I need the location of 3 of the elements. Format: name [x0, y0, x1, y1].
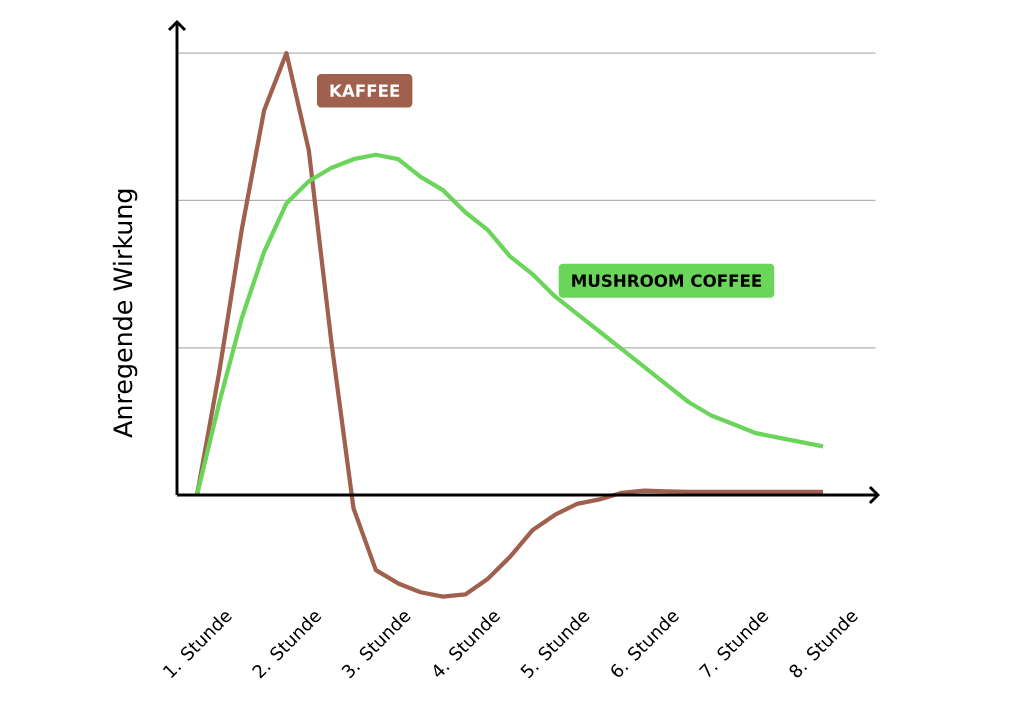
series-label: MUSHROOM COFFEE [572, 274, 762, 287]
y-axis-title: Anregende Wirkung [112, 189, 138, 438]
series-label: KAFFEE [330, 84, 400, 97]
